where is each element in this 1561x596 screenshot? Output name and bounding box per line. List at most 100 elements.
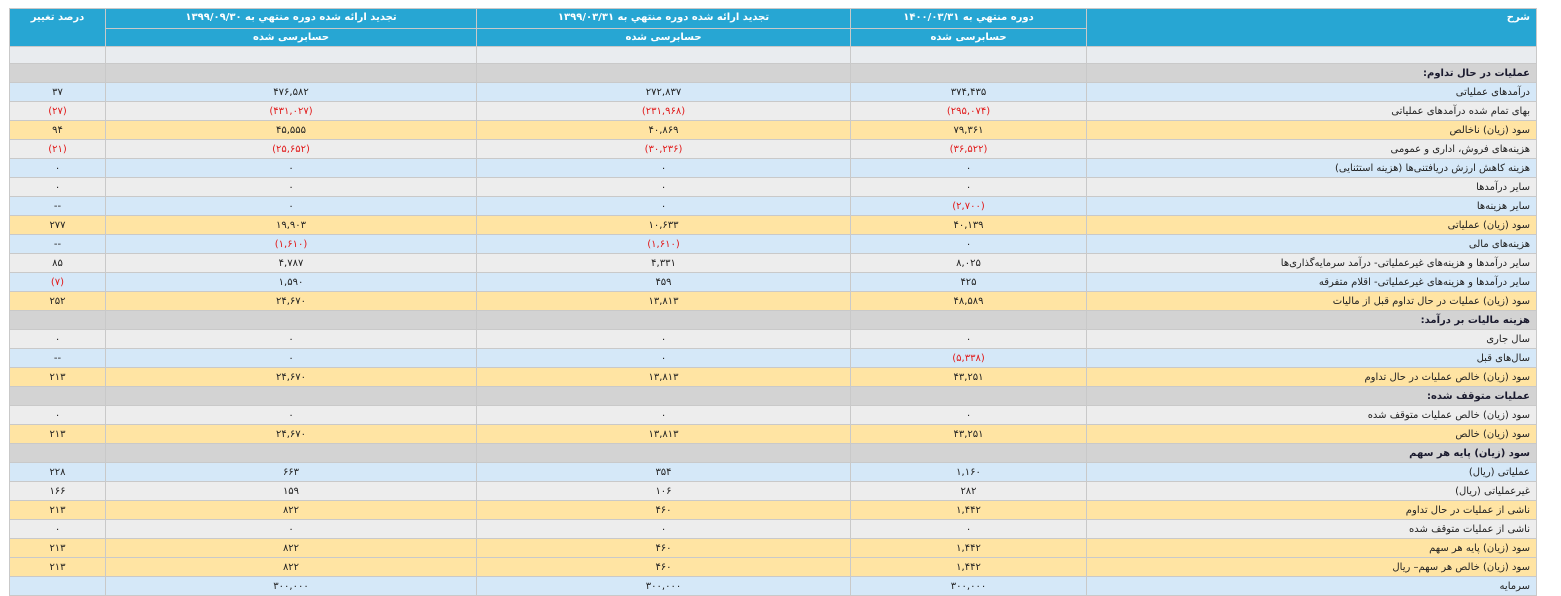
section-empty-cell xyxy=(476,443,851,463)
value-cell: ۳۷۴,۴۳۵ xyxy=(850,82,1087,102)
change-percent-cell: ۰ xyxy=(9,405,106,425)
value-cell: ۰ xyxy=(476,196,851,216)
value-cell: (۳۰,۲۳۶) xyxy=(476,139,851,159)
section-empty-cell xyxy=(105,386,477,406)
value-cell: ۰ xyxy=(850,158,1087,178)
row-label: سایر درآمدها و هزینه‌های غیرعملیاتی- درآ… xyxy=(1086,253,1537,273)
value-cell: ۰ xyxy=(476,158,851,178)
value-cell: ۴۵۹ xyxy=(476,272,851,292)
header-period-1400: دوره منتهي به ۱۴۰۰/۰۳/۳۱ xyxy=(850,8,1087,29)
row-label: غیرعملیاتی (ریال) xyxy=(1086,481,1537,501)
value-cell: ۱,۴۴۲ xyxy=(850,500,1087,520)
value-cell: ۲۴,۶۷۰ xyxy=(105,424,477,444)
table-row: ناشی از عملیات متوقف شده ۰ ۰ ۰ ۰ xyxy=(9,519,1537,539)
value-cell: ۱۰۶ xyxy=(476,481,851,501)
value-cell: ۰ xyxy=(850,405,1087,425)
section-row: عملیات در حال تداوم: xyxy=(9,63,1537,83)
value-cell: (۲۵,۶۵۲) xyxy=(105,139,477,159)
row-label: ناشی از عملیات در حال تداوم xyxy=(1086,500,1537,520)
value-cell: (۵,۳۳۸) xyxy=(850,348,1087,368)
row-label: سال جاری xyxy=(1086,329,1537,349)
value-cell: ۳۰۰,۰۰۰ xyxy=(105,576,477,596)
value-cell: ۶۶۳ xyxy=(105,462,477,482)
row-label: سود (زیان) خالص هر سهم– ریال xyxy=(1086,557,1537,577)
header-description: شرح xyxy=(1086,8,1537,47)
change-percent-cell: ۳۷ xyxy=(9,82,106,102)
table-row: سال‌های قبل (۵,۳۳۸) ۰ ۰ -- xyxy=(9,348,1537,368)
row-label: سایر هزینه‌ها xyxy=(1086,196,1537,216)
value-cell: ۰ xyxy=(476,177,851,197)
table-row: سایر درآمدها ۰ ۰ ۰ ۰ xyxy=(9,177,1537,197)
value-cell: ۰ xyxy=(105,177,477,197)
section-empty-cell xyxy=(850,386,1087,406)
value-cell: ۸۲۲ xyxy=(105,538,477,558)
value-cell: ۴۰,۱۳۹ xyxy=(850,215,1087,235)
value-cell: (۱,۶۱۰) xyxy=(105,234,477,254)
row-label: سود (زیان) خالص xyxy=(1086,424,1537,444)
value-cell: ۲۸۲ xyxy=(850,481,1087,501)
table-row: سود (زیان) خالص ۴۳,۲۵۱ ۱۳,۸۱۳ ۲۴,۶۷۰ ۲۱۳ xyxy=(9,424,1537,444)
table-row: هزینه کاهش ارزش دریافتنی‌ها (هزینه استثن… xyxy=(9,158,1537,178)
row-label: ناشی از عملیات متوقف شده xyxy=(1086,519,1537,539)
table-row: سود (زیان) خالص عملیات متوقف شده ۰ ۰ ۰ ۰ xyxy=(9,405,1537,425)
change-percent-cell: (۲۱) xyxy=(9,139,106,159)
value-cell: ۰ xyxy=(105,348,477,368)
row-label: سود (زیان) عملیات در حال تداوم قبل از ما… xyxy=(1086,291,1537,311)
value-cell: ۸,۰۲۵ xyxy=(850,253,1087,273)
table-row: سود (زیان) ناخالص ۷۹,۳۶۱ ۴۰,۸۶۹ ۴۵,۵۵۵ ۹۴ xyxy=(9,120,1537,140)
header-row: شرح دوره منتهي به ۱۴۰۰/۰۳/۳۱ تجدید ارائه… xyxy=(9,8,1537,47)
row-label: هزینه‌های فروش، اداری و عمومی xyxy=(1086,139,1537,159)
audit-status: حسابرسی شده xyxy=(850,28,1087,47)
table-row: غیرعملیاتی (ریال) ۲۸۲ ۱۰۶ ۱۵۹ ۱۶۶ xyxy=(9,481,1537,501)
audit-status: حسابرسی شده xyxy=(105,28,477,47)
change-percent-cell: ۲۱۳ xyxy=(9,500,106,520)
value-cell: ۴۸,۵۸۹ xyxy=(850,291,1087,311)
value-cell: ۸۲۲ xyxy=(105,500,477,520)
audit-status: حسابرسی شده xyxy=(476,28,851,47)
value-cell: ۴۰,۸۶۹ xyxy=(476,120,851,140)
row-label: سود (زیان) پایه هر سهم xyxy=(1086,538,1537,558)
value-cell: ۳۰۰,۰۰۰ xyxy=(476,576,851,596)
value-cell: ۴۳,۲۵۱ xyxy=(850,367,1087,387)
value-cell: ۰ xyxy=(476,348,851,368)
section-empty-cell xyxy=(476,386,851,406)
section-empty-cell xyxy=(105,443,477,463)
financial-statement: شرح دوره منتهي به ۱۴۰۰/۰۳/۳۱ تجدید ارائه… xyxy=(9,8,1537,596)
table-row: سال جاری ۰ ۰ ۰ ۰ xyxy=(9,329,1537,349)
row-label: سود (زیان) خالص عملیات متوقف شده xyxy=(1086,405,1537,425)
value-cell: ۸۲۲ xyxy=(105,557,477,577)
table-row: سود (زیان) عملیاتی ۴۰,۱۳۹ ۱۰,۶۳۳ ۱۹,۹۰۳ ۲۷۷ xyxy=(9,215,1537,235)
section-title: عملیات متوقف شده: xyxy=(1086,386,1537,406)
table-row: سود (زیان) عملیات در حال تداوم قبل از ما… xyxy=(9,291,1537,311)
header-period-1399-09: تجدید ارائه شده دوره منتهي به ۱۳۹۹/۰۹/۳۰ xyxy=(105,8,477,29)
table-row: هزینه‌های فروش، اداری و عمومی (۳۶,۵۲۲) (۳۰… xyxy=(9,139,1537,159)
header-period-1399-03: تجدید ارائه شده دوره منتهي به ۱۳۹۹/۰۳/۳۱ xyxy=(476,8,851,29)
value-cell: ۰ xyxy=(476,329,851,349)
section-empty-cell xyxy=(850,63,1087,83)
section-empty-cell xyxy=(105,63,477,83)
value-cell: ۳۵۴ xyxy=(476,462,851,482)
change-percent-cell: ۲۱۳ xyxy=(9,557,106,577)
section-empty-cell xyxy=(9,310,106,330)
value-cell: ۲۴,۶۷۰ xyxy=(105,367,477,387)
table-row: سایر درآمدها و هزینه‌های غیرعملیاتی- اقل… xyxy=(9,272,1537,292)
table-row: سایر درآمدها و هزینه‌های غیرعملیاتی- درآ… xyxy=(9,253,1537,273)
change-percent-cell: ۲۱۳ xyxy=(9,424,106,444)
change-percent-cell: ۰ xyxy=(9,519,106,539)
value-cell: ۰ xyxy=(105,158,477,178)
value-cell: ۰ xyxy=(105,405,477,425)
value-cell: (۲,۷۰۰) xyxy=(850,196,1087,216)
value-cell: ۱,۴۴۲ xyxy=(850,557,1087,577)
change-percent-cell: ۲۵۲ xyxy=(9,291,106,311)
value-cell: ۰ xyxy=(850,329,1087,349)
table-row: ناشی از عملیات در حال تداوم ۱,۴۴۲ ۴۶۰ ۸۲۲ ۲۱… xyxy=(9,500,1537,520)
section-empty-cell xyxy=(850,310,1087,330)
table-row: سود (زیان) خالص هر سهم– ریال ۱,۴۴۲ ۴۶۰ ۸۲۲ ۲… xyxy=(9,557,1537,577)
change-percent-cell xyxy=(9,576,106,596)
value-cell: (۳۶,۵۲۲) xyxy=(850,139,1087,159)
value-cell: ۴۷۶,۵۸۲ xyxy=(105,82,477,102)
section-empty-cell xyxy=(9,443,106,463)
spacer-row xyxy=(9,46,1537,64)
section-row: عملیات متوقف شده: xyxy=(9,386,1537,406)
value-cell: ۰ xyxy=(850,177,1087,197)
